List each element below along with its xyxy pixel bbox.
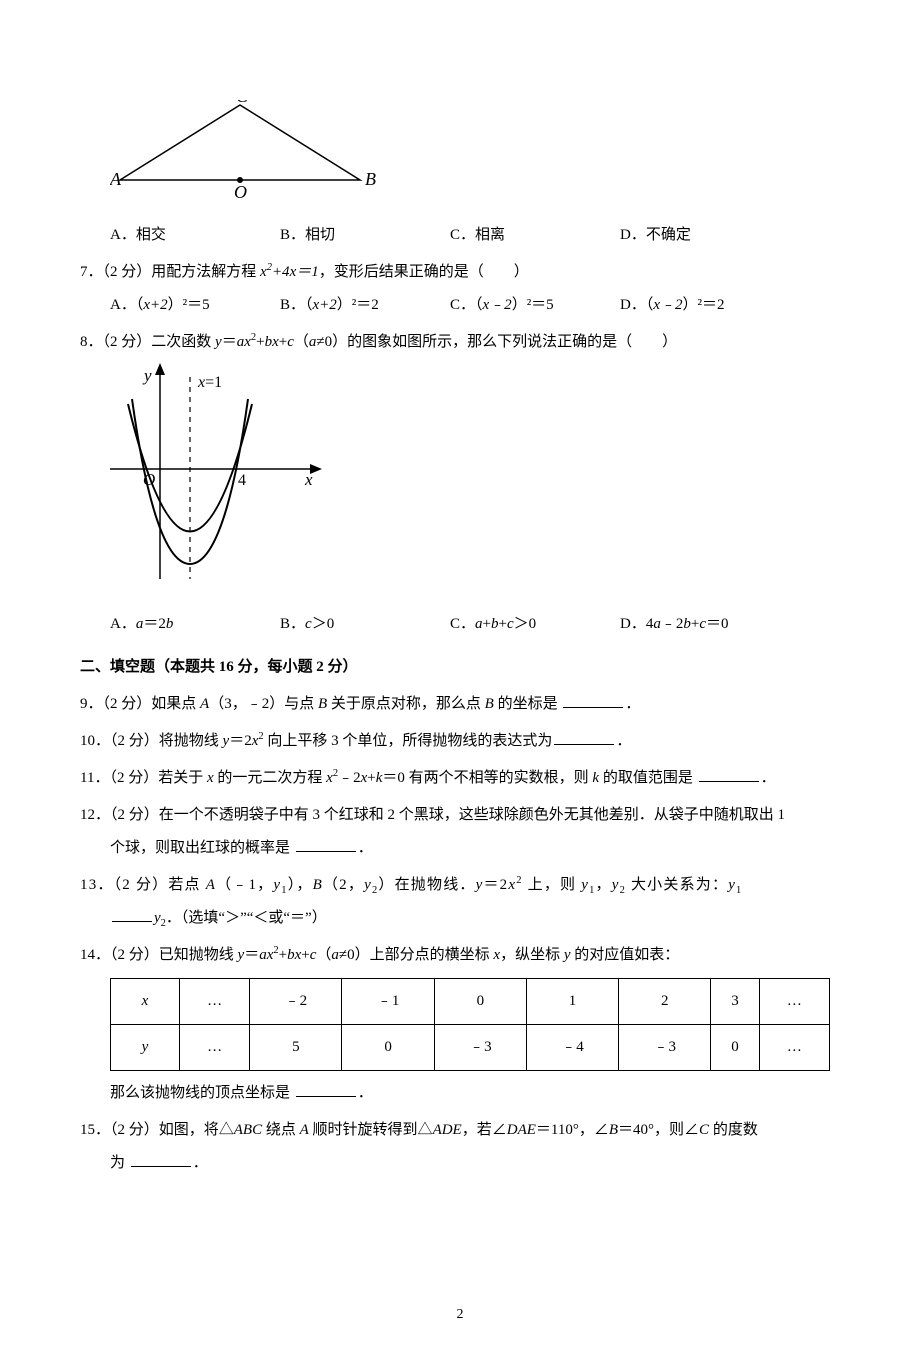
triangle-diagram: A B C O bbox=[110, 100, 380, 200]
q14: 14．（2 分）已知抛物线 y＝ax2+bx+c（a≠0）上部分点的横坐标 x，… bbox=[80, 939, 840, 972]
cell: 0 bbox=[711, 1025, 759, 1071]
q8-opt-a: A．a＝2b bbox=[110, 608, 280, 641]
parabola-diagram: y x=1 O 4 x bbox=[110, 359, 330, 589]
q11: 11．（2 分）若关于 x 的一元二次方程 x2﹣2x+k＝0 有两个不相等的实… bbox=[80, 762, 840, 795]
cell: 5 bbox=[250, 1025, 342, 1071]
cell: ﹣1 bbox=[342, 979, 434, 1025]
q13-line2: y2．（选填“＞”“＜或“＝”） bbox=[110, 902, 840, 935]
q8-options: A．a＝2b B．c＞0 C．a+b+c＞0 D．4a﹣2b+c＝0 bbox=[110, 608, 840, 641]
q13-line1: 13．（2 分）若点 A（﹣1，y1），B（2，y2）在抛物线．y＝2x2 上，… bbox=[80, 869, 840, 902]
q15-line2: 为 ． bbox=[110, 1147, 840, 1180]
q7-opt-c: C．（x﹣2）²＝5 bbox=[450, 289, 620, 322]
q14-table: x … ﹣2 ﹣1 0 1 2 3 … y … 5 0 ﹣3 ﹣4 ﹣3 0 … bbox=[110, 978, 830, 1071]
q7-post: ，变形后结果正确的是（ ） bbox=[319, 264, 529, 280]
cell: ﹣4 bbox=[526, 1025, 618, 1071]
o-label: O bbox=[143, 470, 155, 489]
cell: ﹣2 bbox=[250, 979, 342, 1025]
q6-options: A．相交 B．相切 C．相离 D．不确定 bbox=[110, 219, 840, 252]
q6-opt-b: B．相切 bbox=[280, 219, 450, 252]
q12-line2: 个球，则取出红球的概率是 ． bbox=[110, 832, 840, 865]
axis-label: x=1 bbox=[197, 374, 222, 391]
q12-blank bbox=[296, 836, 356, 852]
q13: 13．（2 分）若点 A（﹣1，y1），B（2，y2）在抛物线．y＝2x2 上，… bbox=[80, 869, 840, 935]
q7-formula: x2+4x＝1 bbox=[260, 264, 319, 280]
cell: 0 bbox=[342, 1025, 434, 1071]
table-row: y … 5 0 ﹣3 ﹣4 ﹣3 0 … bbox=[111, 1025, 830, 1071]
q10: 10．（2 分）将抛物线 y＝2x2 向上平移 3 个单位，所得抛物线的表达式为… bbox=[80, 725, 840, 758]
q14-after: 那么该抛物线的顶点坐标是 ． bbox=[110, 1077, 840, 1110]
label-a: A bbox=[110, 169, 122, 189]
q7-pre: 7．（2 分）用配方法解方程 bbox=[80, 264, 260, 280]
triangle-icon bbox=[120, 105, 360, 180]
q15-line1: 15．（2 分）如图，将△ABC 绕点 A 顺时针旋转得到△ADE，若∠DAE＝… bbox=[80, 1114, 840, 1147]
q6-opt-a: A．相交 bbox=[110, 219, 280, 252]
cell: 2 bbox=[619, 979, 711, 1025]
q15-blank bbox=[131, 1151, 191, 1167]
label-b: B bbox=[365, 169, 376, 189]
cell: 3 bbox=[711, 979, 759, 1025]
y-label: y bbox=[142, 366, 152, 385]
q15: 15．（2 分）如图，将△ABC 绕点 A 顺时针旋转得到△ADE，若∠DAE＝… bbox=[80, 1114, 840, 1180]
q6-figure: A B C O bbox=[110, 100, 840, 213]
q14-blank bbox=[296, 1081, 356, 1097]
cell: … bbox=[180, 1025, 250, 1071]
y-arrow-icon bbox=[155, 363, 165, 375]
cell: … bbox=[759, 1025, 829, 1071]
row-x-label: x bbox=[111, 979, 180, 1025]
q8-opt-c: C．a+b+c＞0 bbox=[450, 608, 620, 641]
q6-opt-c: C．相离 bbox=[450, 219, 620, 252]
cell: 1 bbox=[526, 979, 618, 1025]
q9-blank bbox=[563, 692, 623, 708]
q8-opt-b: B．c＞0 bbox=[280, 608, 450, 641]
x-label: x bbox=[304, 470, 313, 489]
q7: 7．（2 分）用配方法解方程 x2+4x＝1，变形后结果正确的是（ ） bbox=[80, 256, 840, 289]
q8-figure: y x=1 O 4 x bbox=[110, 359, 840, 602]
q7-options: A．（x+2）²＝5 B．（x+2）²＝2 C．（x﹣2）²＝5 D．（x﹣2）… bbox=[110, 289, 840, 322]
x-tick: 4 bbox=[238, 472, 246, 489]
page-number: 2 bbox=[80, 1300, 840, 1331]
page-content: A B C O A．相交 B．相切 C．相离 D．不确定 7．（2 分）用配方法… bbox=[0, 0, 920, 1371]
cell: 0 bbox=[434, 979, 526, 1025]
q8: 8．（2 分）二次函数 y＝ax2+bx+c（a≠0）的图象如图所示，那么下列说… bbox=[80, 326, 840, 359]
table-row: x … ﹣2 ﹣1 0 1 2 3 … bbox=[111, 979, 830, 1025]
cell: ﹣3 bbox=[434, 1025, 526, 1071]
cell: ﹣3 bbox=[619, 1025, 711, 1071]
q12: 12．（2 分）在一个不透明袋子中有 3 个红球和 2 个黑球，这些球除颜色外无… bbox=[80, 799, 840, 865]
cell: … bbox=[759, 979, 829, 1025]
label-c2: C bbox=[236, 100, 249, 106]
q7-opt-a: A．（x+2）²＝5 bbox=[110, 289, 280, 322]
q12-line1: 12．（2 分）在一个不透明袋子中有 3 个红球和 2 个黑球，这些球除颜色外无… bbox=[80, 799, 840, 832]
section-2-header: 二、填空题（本题共 16 分，每小题 2 分） bbox=[80, 651, 840, 684]
label-o: O bbox=[234, 182, 247, 200]
row-y-label: y bbox=[111, 1025, 180, 1071]
q6-opt-d: D．不确定 bbox=[620, 219, 790, 252]
q13-blank bbox=[112, 906, 152, 922]
cell: … bbox=[180, 979, 250, 1025]
q11-blank bbox=[699, 766, 759, 782]
q8-opt-d: D．4a﹣2b+c＝0 bbox=[620, 608, 790, 641]
q7-opt-b: B．（x+2）²＝2 bbox=[280, 289, 450, 322]
q9: 9．（2 分）如果点 A（3，﹣2）与点 B 关于原点对称，那么点 B 的坐标是… bbox=[80, 688, 840, 721]
q10-blank bbox=[554, 729, 614, 745]
q7-opt-d: D．（x﹣2）²＝2 bbox=[620, 289, 790, 322]
